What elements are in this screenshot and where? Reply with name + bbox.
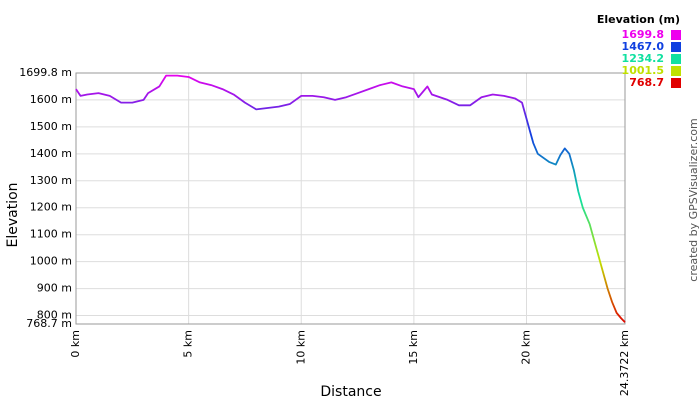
x-tick-label: 24.3722 km (618, 330, 631, 396)
legend-label: 768.7 (629, 76, 664, 89)
y-tick-label: 1699.8 m (19, 66, 72, 79)
y-tick-label: 1200 m (30, 201, 72, 214)
y-tick-label: 1000 m (30, 255, 72, 268)
legend-label: 1234.2 (622, 52, 664, 65)
x-axis-title: Distance (320, 384, 381, 400)
legend-swatch (671, 42, 681, 52)
x-tick-label: 15 km (407, 330, 420, 365)
elevation-line (75, 74, 626, 323)
legend-swatch (671, 66, 681, 76)
y-tick-label: 1300 m (30, 174, 72, 187)
credit: created by GPSVisualizer.com (687, 118, 700, 281)
y-tick-label: 1400 m (30, 147, 72, 160)
legend-swatch (671, 30, 681, 40)
x-tick-label: 5 km (182, 330, 195, 358)
y-tick-label: 1500 m (30, 120, 72, 133)
x-tick-label: 20 km (520, 330, 533, 365)
y-tick-label: 800 m (37, 309, 72, 322)
legend-swatch (671, 78, 681, 88)
legend-label: 1467.0 (622, 40, 665, 53)
y-tick-label: 1100 m (30, 228, 72, 241)
x-tick-label: 0 km (69, 330, 82, 358)
legend-label: 1001.5 (622, 64, 664, 77)
plot-frame (75, 72, 626, 325)
legend-label: 1699.8 (622, 28, 664, 41)
legend-swatch (671, 54, 681, 64)
y-tick-label: 900 m (37, 282, 72, 295)
x-tick-label: 10 km (294, 330, 307, 365)
y-tick-label: 1600 m (30, 93, 72, 106)
legend-title: Elevation (m) (597, 13, 680, 26)
y-tick-label: 768.7 m (26, 317, 72, 330)
y-axis-title: Elevation (5, 182, 21, 247)
